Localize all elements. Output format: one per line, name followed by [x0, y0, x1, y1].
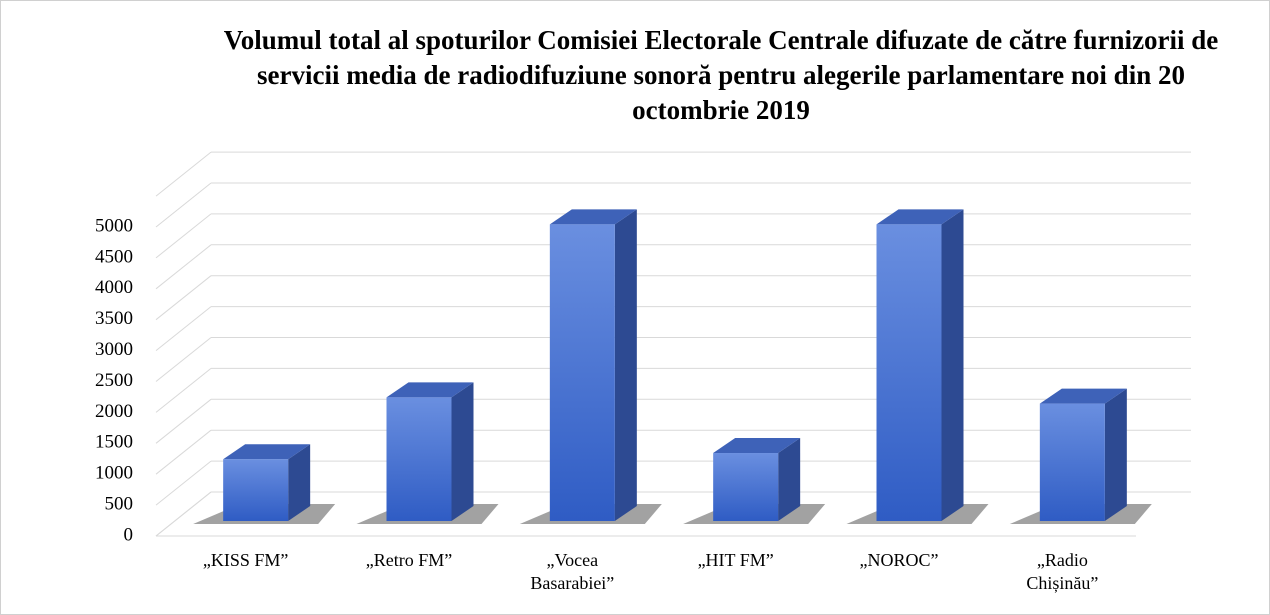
x-tick-label: „Retro FM” — [365, 550, 453, 570]
grid-line — [155, 429, 212, 475]
grid-line — [155, 213, 212, 259]
y-tick-label: 2500 — [95, 370, 133, 391]
bar-side — [941, 209, 964, 522]
bar-side — [778, 438, 801, 521]
y-tick-label: 1500 — [95, 432, 133, 453]
bar-top — [549, 209, 637, 225]
grid-line — [155, 182, 212, 228]
bar-top — [223, 444, 311, 460]
grid-line — [155, 244, 212, 290]
bar-side — [614, 209, 637, 522]
bar-side — [288, 444, 311, 521]
grid-line — [155, 460, 212, 506]
bar — [549, 224, 615, 522]
x-tick-label: „NOROC” — [859, 550, 939, 570]
bar — [713, 453, 779, 521]
grid-line — [155, 306, 212, 351]
bar-top — [1039, 388, 1127, 404]
bar-side — [451, 382, 474, 521]
x-tick-label: „KISS FM” — [202, 550, 289, 570]
y-tick-label: 4500 — [95, 246, 133, 267]
x-tick-label: „Radio Chișinău” — [1026, 550, 1099, 593]
y-tick-label: 500 — [105, 493, 134, 514]
y-tick-label: 3000 — [95, 339, 133, 360]
bar — [386, 397, 452, 521]
y-tick-label: 5000 — [95, 215, 133, 236]
grid-line — [155, 368, 212, 413]
wall-edge — [155, 151, 212, 197]
y-tick-label: 1000 — [95, 463, 133, 484]
bar — [223, 459, 289, 521]
grid-line — [155, 275, 212, 321]
y-tick-label: 4000 — [95, 277, 133, 298]
grid-line — [155, 398, 212, 444]
bar-top — [876, 209, 964, 225]
y-tick-label: 2000 — [95, 401, 133, 422]
bar — [1039, 403, 1105, 521]
chart-title: Volumul total al spoturilor Comisiei Ele… — [223, 25, 1219, 125]
y-tick-label: 3500 — [95, 308, 133, 329]
grid-line — [155, 337, 212, 382]
grid-line — [155, 491, 212, 537]
bar-top — [713, 438, 801, 454]
x-tick-label: „HIT FM” — [697, 550, 774, 570]
y-tick-label: 0 — [124, 524, 134, 545]
bar — [876, 224, 942, 522]
x-tick-label: „Vocea Basarabiei” — [530, 550, 615, 593]
bar-side — [1104, 388, 1127, 521]
bar-top — [386, 382, 474, 398]
